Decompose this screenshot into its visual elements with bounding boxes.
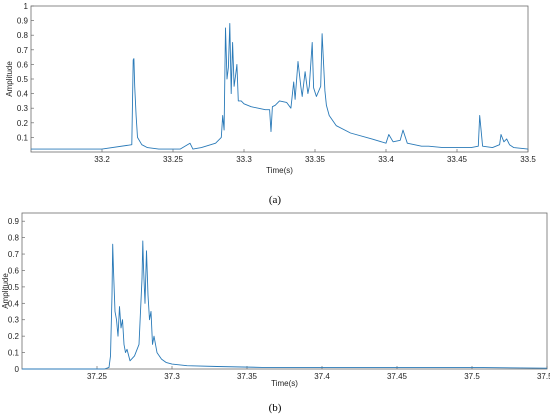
y-tick-label-b: 0.6: [8, 266, 20, 275]
x-tick-label-a: 33.35: [305, 155, 326, 164]
x-tick-label-b: 37.35: [237, 372, 258, 381]
x-tick-label-b: 37.55: [537, 372, 550, 381]
y-tick-label-b: 0.9: [8, 217, 20, 226]
y-tick-label-a: 0.1: [17, 133, 29, 142]
plot-frame-b: [21, 212, 548, 370]
y-tick-label-b: 0.3: [8, 316, 20, 325]
y-tick-label-b: 0.2: [8, 332, 20, 341]
chart-panel-a: Amplitude Time(s) (a) 33.2 33.25 33.3 33.35…: [5, 2, 536, 206]
x-axis-label-b: Time(s): [271, 379, 298, 388]
y-axis-label-a: Amplitude: [5, 61, 14, 97]
panel-caption-a: (a): [269, 194, 282, 206]
y-tick-label-b: 0: [15, 365, 20, 374]
panel-caption-b: (b): [269, 402, 282, 414]
x-tick-label-b: 37.4: [314, 372, 330, 381]
x-tick-label-a: 33.45: [447, 155, 468, 164]
y-tick-label-b: 0.1: [8, 349, 20, 358]
x-tick-label-b: 37.5: [464, 372, 480, 381]
y-tick-label-b: 0.8: [8, 234, 20, 243]
x-tick-label-b: 37.3: [164, 372, 180, 381]
x-tick-label-a: 33.2: [94, 155, 110, 164]
x-tick-label-a: 33.25: [163, 155, 184, 164]
y-tick-label-a: 0.8: [17, 31, 29, 40]
y-tick-label-a: 0.5: [17, 75, 29, 84]
y-tick-label-a: 0.9: [17, 17, 29, 26]
chart-panel-b: Amplitude Time(s) (b) 37.25 37.3 37.35 37.4…: [1, 212, 550, 414]
x-tick-label-b: 37.45: [387, 372, 408, 381]
y-tick-label-a: 0.3: [17, 104, 29, 113]
x-tick-label-a: 33.5: [520, 155, 536, 164]
y-tick-label-b: 0.4: [8, 299, 20, 308]
y-tick-label-a: 0.7: [17, 46, 29, 55]
y-tick-label-a: 0.6: [17, 60, 29, 69]
y-tick-label-a: 1: [24, 2, 29, 11]
x-axis-label-a: Time(s): [266, 166, 293, 175]
x-tick-label-b: 37.25: [87, 372, 108, 381]
x-tick-label-a: 33.4: [378, 155, 394, 164]
y-tick-label-b: 0.5: [8, 283, 20, 292]
x-tick-label-a: 33.3: [236, 155, 252, 164]
y-tick-label-b: 0.7: [8, 250, 20, 259]
series-line-a: [31, 23, 529, 150]
y-tick-label-a: 0.4: [17, 90, 29, 99]
y-axis-label-b: Amplitude: [1, 273, 10, 309]
y-tick-label-a: 0.2: [17, 119, 29, 128]
series-line-b: [22, 240, 548, 370]
